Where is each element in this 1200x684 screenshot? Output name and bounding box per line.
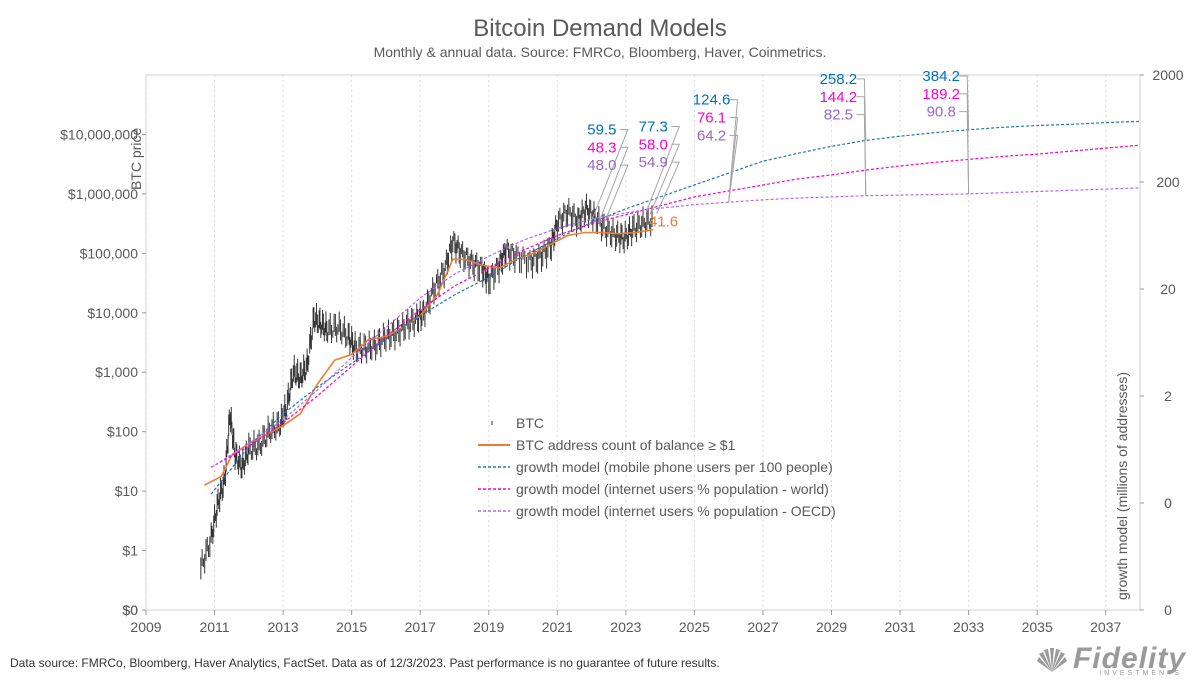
address-count-series [203,228,654,486]
annotation-label: 64.2 [697,127,726,144]
legend-label: growth model (internet users % populatio… [516,481,829,497]
annotation-leader [656,161,681,214]
y-right-tick-label: 0 [1164,495,1172,511]
annotation-label: 77.3 [639,118,668,135]
y-right-tick-label: 200 [1156,174,1180,190]
x-tick-label: 2027 [747,619,778,635]
y-left-tick-label: $10 [115,483,139,499]
y-right-tick-label: 2 [1164,388,1172,404]
x-tick-label: 2025 [679,619,710,635]
annotation-label: 90.8 [927,104,956,121]
x-tick-label: 2013 [268,619,299,635]
annotation-label: 59.5 [587,121,616,138]
annotation-leader [645,125,681,212]
x-tick-label: 2029 [816,619,847,635]
btc-series [200,193,653,580]
annotation-leader [728,99,739,203]
x-tick-label: 2015 [336,619,367,635]
footer-source-note: Data source: FMRCo, Bloomberg, Haver Ana… [10,656,720,670]
legend-label: BTC [516,415,544,431]
demand-model-chart: Bitcoin Demand Models Monthly & annual d… [60,15,1184,635]
annotation-leader [856,78,867,141]
y-left-tick-label: $0 [122,602,138,618]
y-left-tick-label: $1,000 [95,364,138,380]
legend-label: growth model (mobile phone users per 100… [516,459,833,475]
y-left-tick-label: $100 [107,424,138,440]
annotation-leader [649,143,681,215]
annotation-label: 384.2 [922,68,960,85]
annotation-label: 48.0 [587,157,616,174]
y-right-tick-label: 20 [1160,281,1176,297]
y-axis-right-label: growth model (millions of addresses) [1114,372,1130,600]
chart-subtitle: Monthly & annual data. Source: FMRCo, Bl… [374,44,827,60]
x-tick-label: 2031 [884,619,915,635]
plot-frame [145,74,1141,611]
annotation-leader [959,75,970,130]
y-right-tick-label: 2000 [1152,67,1183,83]
annotation-label: 58.0 [639,136,668,153]
y-left-tick-label: $100,000 [80,245,139,261]
annotation-leader [959,93,970,194]
annotation-label: 82.5 [824,107,853,124]
annotation-label: 41.6 [649,214,678,231]
annotation-leader [728,117,739,203]
y-right-tick-label: 0 [1164,602,1172,618]
annotation-leader [728,134,739,203]
x-tick-label: 2035 [1022,619,1053,635]
x-tick-label: 2009 [130,619,161,635]
annotation-label: 258.2 [820,71,858,88]
legend-label: growth model (internet users % populatio… [516,503,836,519]
x-tick-label: 2033 [953,619,984,635]
annotation-label: 124.6 [693,92,731,109]
fidelity-logo-text: Fidelity [1072,642,1186,675]
annotation-leader [591,128,629,221]
annotation-label: 144.2 [820,89,858,106]
y-axis-left-label: BTC price [128,128,144,190]
x-tick-label: 2017 [405,619,436,635]
annotation-leader [959,111,970,194]
fidelity-logo-subtext: INVESTMENTS [1099,670,1182,677]
x-tick-label: 2019 [473,619,504,635]
annotation-leader [597,146,629,224]
x-tick-label: 2011 [199,619,229,635]
annotation-leader [856,114,867,196]
fidelity-logo: Fidelity INVESTMENTS [1035,641,1186,677]
x-tick-label: 2023 [610,619,641,635]
world-model-series [210,144,1141,468]
annotation-label: 54.9 [639,154,668,171]
annotation-label: 189.2 [922,86,960,103]
y-left-tick-label: $10,000,000 [60,126,138,142]
oecd-model-series [210,187,1141,468]
y-left-tick-label: $10,000 [87,305,138,321]
y-left-tick-label: $1,000,000 [68,186,138,202]
legend-label: BTC address count of balance ≥ $1 [516,437,736,453]
fidelity-sunburst-icon [1036,648,1067,672]
y-left-tick-label: $1 [122,543,138,559]
annotation-label: 48.3 [587,139,616,156]
annotation-label: 76.1 [697,110,726,127]
annotation-leader [856,96,867,196]
x-tick-label: 2021 [542,619,573,635]
annotation-leader [604,164,629,221]
x-tick-label: 2037 [1090,619,1121,635]
y-left-bottom-label: $0 [122,602,138,618]
chart-title: Bitcoin Demand Models [473,15,726,42]
